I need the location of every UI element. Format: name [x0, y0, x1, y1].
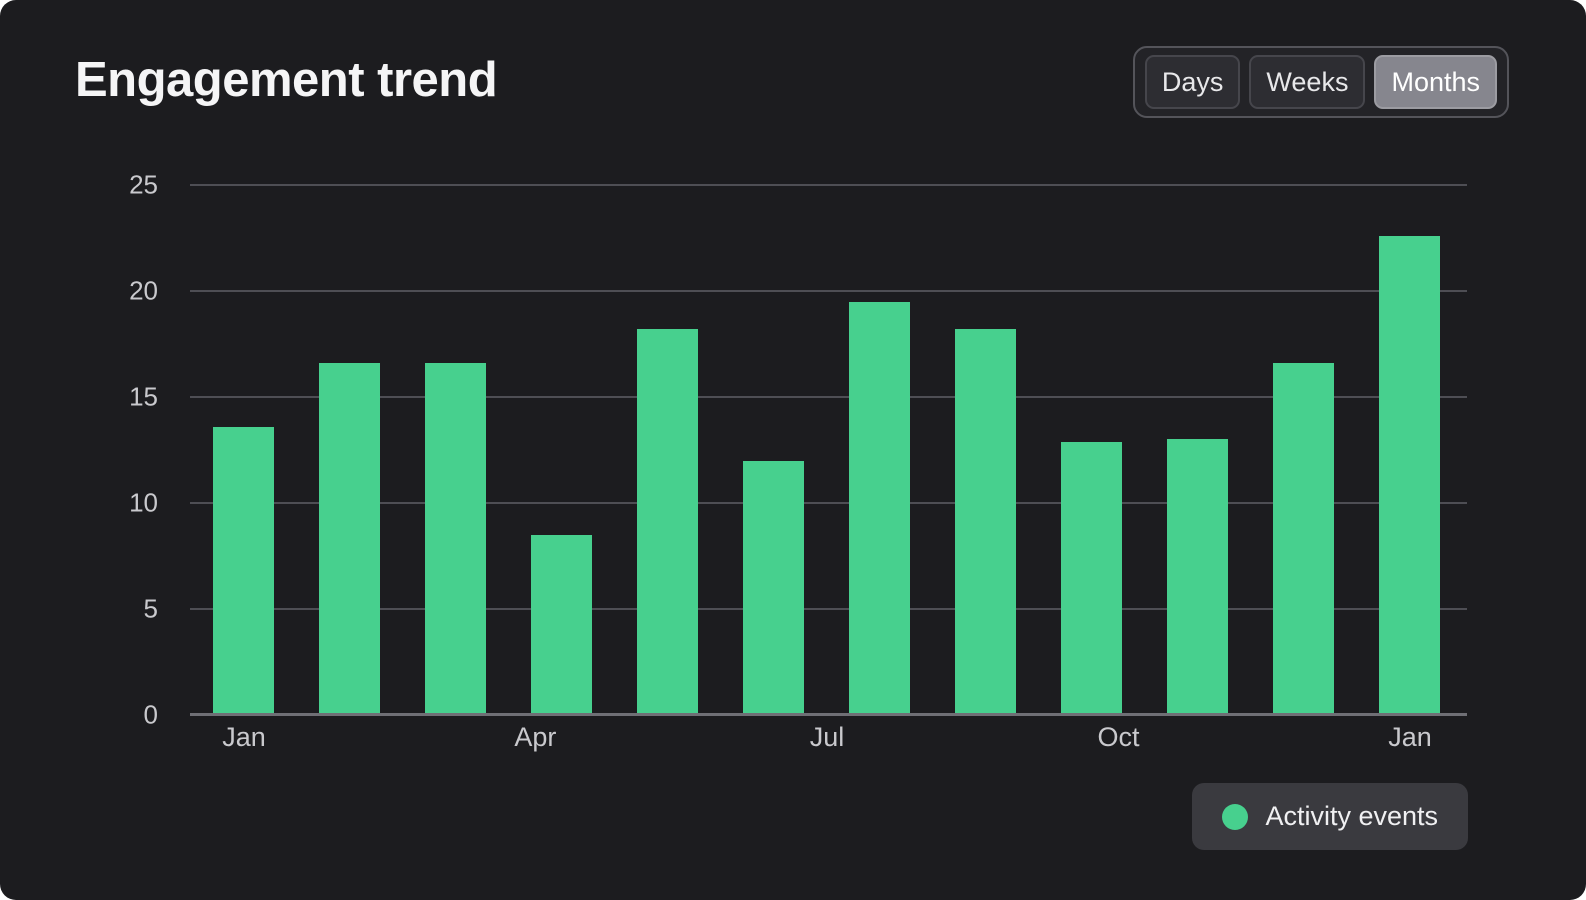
y-tick-label: 0 — [143, 699, 158, 730]
toggle-button-months[interactable]: Months — [1374, 55, 1497, 109]
y-tick-label: 20 — [129, 275, 158, 306]
bar[interactable] — [1273, 363, 1334, 715]
bar[interactable] — [1061, 441, 1122, 715]
toggle-button-days[interactable]: Days — [1144, 55, 1241, 109]
legend[interactable]: Activity events — [1192, 783, 1468, 850]
bar[interactable] — [319, 363, 380, 715]
gridline — [190, 184, 1467, 186]
toggle-button-weeks[interactable]: Weeks — [1249, 55, 1366, 109]
gridline — [190, 608, 1467, 610]
y-tick-label: 10 — [129, 487, 158, 518]
bar[interactable] — [955, 329, 1016, 715]
plot-area — [190, 184, 1467, 716]
legend-marker-icon — [1222, 803, 1249, 830]
bar[interactable] — [213, 426, 274, 715]
bar[interactable] — [1379, 235, 1440, 715]
y-tick-label: 5 — [143, 593, 158, 624]
gridline — [190, 502, 1467, 504]
x-tick-label: Jul — [809, 722, 845, 752]
y-axis-labels: 0 5 10 15 20 25 — [0, 170, 158, 730]
gridline — [190, 290, 1467, 292]
bar[interactable] — [849, 301, 910, 715]
page-title: Engagement trend — [75, 53, 498, 107]
x-axis-line — [190, 713, 1467, 716]
x-tick-label: Oct — [1097, 722, 1140, 752]
x-axis-labels: Jan Apr Jul Oct Jan — [190, 722, 1467, 762]
bar[interactable] — [636, 329, 698, 715]
legend-label: Activity events — [1265, 801, 1438, 831]
y-tick-label: 25 — [129, 169, 158, 200]
bar[interactable] — [743, 460, 804, 715]
x-tick-label: Jan — [222, 722, 266, 752]
x-tick-label: Jan — [1388, 722, 1432, 752]
y-tick-label: 15 — [129, 381, 158, 412]
gridline — [190, 396, 1467, 398]
time-range-toggle: Days Weeks Months — [1132, 46, 1509, 118]
bar[interactable] — [531, 534, 592, 715]
x-tick-label: Apr — [514, 722, 557, 752]
bar[interactable] — [1167, 439, 1228, 715]
bar[interactable] — [425, 363, 486, 715]
